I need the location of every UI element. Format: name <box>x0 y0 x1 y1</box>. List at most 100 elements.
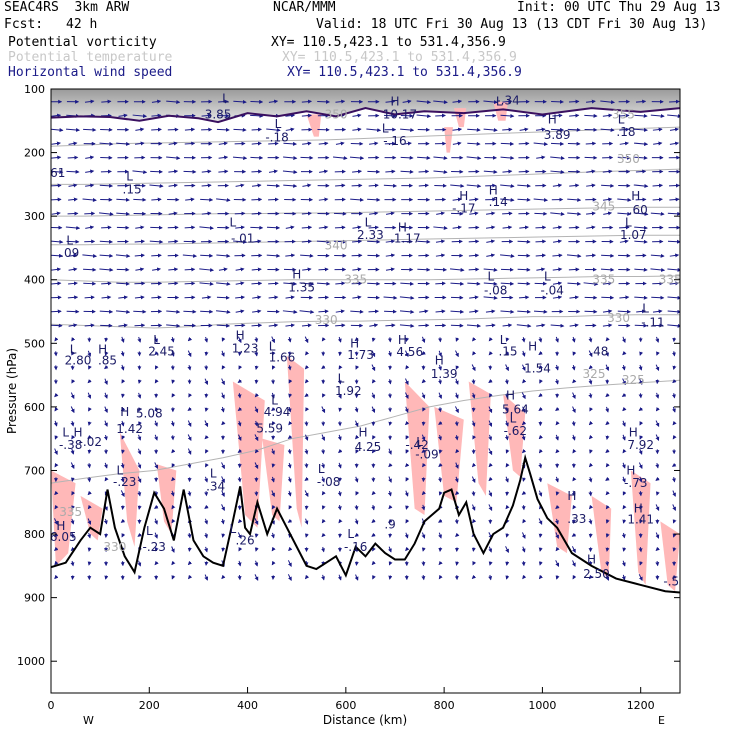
extremum-label: L <box>318 462 325 476</box>
wind-arrow <box>633 184 649 189</box>
wind-arrow <box>533 197 549 202</box>
extremum-label: H <box>236 329 245 343</box>
x-tick-label: 1000 <box>528 699 556 712</box>
wind-arrow <box>552 295 563 300</box>
wind-arrow <box>505 575 510 580</box>
wind-arrow <box>288 420 293 426</box>
wind-arrow <box>405 435 410 440</box>
wind-arrow <box>335 281 346 286</box>
wind-arrow <box>285 323 295 328</box>
wind-arrow <box>371 518 376 523</box>
wind-arrow <box>99 253 114 258</box>
wind-arrow <box>233 99 247 104</box>
wind-arrow <box>54 435 59 440</box>
wind-arrow <box>287 337 292 343</box>
wind-arrow <box>287 434 293 439</box>
wind-arrow <box>486 253 496 258</box>
wind-arrow <box>435 239 446 244</box>
wind-arrow <box>435 253 446 258</box>
wind-arrow <box>552 281 563 286</box>
wind-arrow <box>238 546 243 552</box>
wind-arrow <box>488 490 493 497</box>
wind-arrow <box>302 267 312 272</box>
wind-arrow <box>471 574 477 580</box>
wind-arrow <box>352 127 362 132</box>
wind-arrow <box>572 560 576 567</box>
extremum-label: H <box>74 425 83 439</box>
wind-arrow <box>421 336 426 343</box>
wind-arrow <box>517 309 531 314</box>
wind-arrow <box>187 560 193 566</box>
extremum-label: -.17 <box>452 202 475 216</box>
wind-arrow <box>300 253 314 258</box>
pv-blob <box>630 470 651 585</box>
wind-arrow <box>602 281 613 286</box>
extremum-label: -.04 <box>541 284 564 298</box>
wind-arrow <box>352 295 362 300</box>
wind-arrow <box>417 267 431 272</box>
extremum-label: -.62 <box>504 424 527 438</box>
wind-arrow <box>304 434 309 441</box>
wind-arrow <box>301 323 312 328</box>
wind-arrow <box>304 336 309 344</box>
wind-arrow <box>184 267 196 272</box>
wind-arrow <box>184 281 196 286</box>
extremum-label: H <box>398 333 407 347</box>
wind-arrow <box>589 504 594 510</box>
wind-arrow <box>220 406 225 413</box>
wind-arrow <box>454 378 459 385</box>
wind-arrow <box>51 253 64 258</box>
wind-arrow <box>83 127 97 132</box>
wind-arrow <box>184 127 196 132</box>
wind-arrow <box>371 364 376 372</box>
wind-arrow <box>70 420 75 427</box>
wind-arrow <box>552 183 563 188</box>
wind-arrow <box>168 211 178 216</box>
wind-arrow <box>450 309 465 314</box>
wind-arrow <box>488 337 493 342</box>
wind-arrow <box>421 392 426 399</box>
wind-arrow <box>132 170 148 175</box>
wind-arrow <box>421 532 426 539</box>
theta-label: 350 <box>325 107 348 121</box>
wind-arrow <box>417 239 431 244</box>
wind-arrow <box>469 295 479 300</box>
wind-arrow <box>166 155 181 160</box>
extremum-label: 1.23 <box>232 341 259 355</box>
wind-arrow <box>605 462 610 468</box>
extremum-label: -.18 <box>265 130 288 144</box>
wind-arrow <box>54 560 59 566</box>
wind-arrow <box>187 504 192 509</box>
wind-arrow <box>551 99 564 104</box>
wind-arrow <box>589 449 593 454</box>
wind-arrow <box>555 420 560 426</box>
wind-arrow <box>134 141 145 146</box>
y-axis-title: Pressure (hPa) <box>5 348 19 434</box>
wind-arrow <box>321 337 326 342</box>
wind-arrow <box>505 449 510 454</box>
wind-arrow <box>471 547 476 552</box>
wind-arrow <box>301 211 312 216</box>
wind-arrow <box>655 364 660 372</box>
extremum-label: L <box>66 233 73 247</box>
wind-arrow <box>650 253 665 258</box>
wind-arrow <box>317 99 331 104</box>
wind-arrow <box>536 267 546 272</box>
y-tick-label: 200 <box>24 147 45 160</box>
wind-arrow <box>115 309 131 314</box>
wind-arrow <box>188 393 193 398</box>
wind-arrow <box>655 392 660 399</box>
wind-arrow <box>354 476 359 483</box>
wind-arrow <box>634 141 649 146</box>
extremum-label: -.02 <box>79 435 102 449</box>
wind-arrow <box>54 407 59 412</box>
wind-arrow <box>352 169 363 174</box>
wind-arrow <box>367 197 381 202</box>
x-tick-label: 800 <box>434 699 455 712</box>
wind-arrow <box>371 560 376 566</box>
wind-arrow <box>67 295 79 300</box>
wind-arrow <box>669 197 680 202</box>
wind-arrow <box>120 406 126 412</box>
extremum-label: 1.17 <box>394 231 421 245</box>
wind-arrow <box>586 225 596 230</box>
